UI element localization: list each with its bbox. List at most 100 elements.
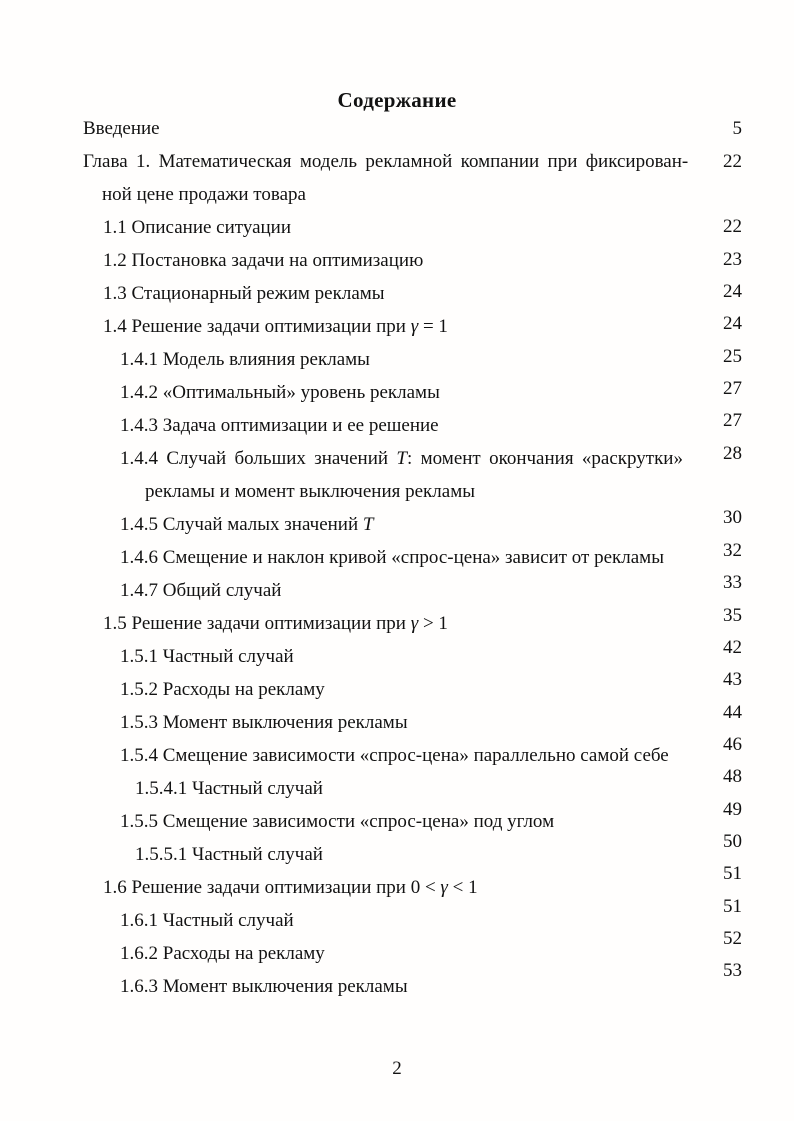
toc-page-number: 44: [723, 702, 742, 723]
toc-entry-text: 1.4.6 Смещение и наклон кривой «спрос-це…: [120, 547, 664, 568]
toc-page-number: 53: [723, 960, 742, 981]
toc-entry-text: 1.6 Решение задачи оптимизации при 0 < γ…: [103, 877, 478, 898]
toc-entry-text: Введение: [83, 118, 160, 139]
toc-entry-line: 1.6.1 Частный случай 51: [0, 896, 794, 937]
toc-entry: 1.5.3 Момент выключения рекламы 44: [0, 702, 794, 739]
toc-entry: 1.4.3 Задача оптимизации и ее решение 27: [0, 409, 794, 442]
toc-entry: 1.3 Стационарный режим рекламы 24: [0, 277, 794, 310]
toc-entry-line: 1.4.1 Модель влияния рекламы 25: [0, 343, 794, 376]
toc-entry: 1.1 Описание ситуации 22: [0, 211, 794, 244]
toc-entry-line: 1.4.6 Смещение и наклон кривой «спрос-це…: [0, 540, 794, 574]
toc-page-number: 25: [723, 346, 742, 367]
toc-entry: 1.5.5 Смещение зависимости «спрос-цена» …: [0, 799, 794, 838]
toc-entry-line: 1.5.5 Смещение зависимости «спрос-цена» …: [0, 799, 794, 838]
toc-page-number: 22: [723, 216, 742, 237]
toc-entry-text: 1.6.1 Частный случай: [120, 910, 294, 931]
toc-entry-text: 1.4.5 Случай малых значений T: [120, 514, 374, 535]
toc-entry-line: 1.6.2 Расходы на рекламу 52: [0, 928, 794, 970]
toc-page-number: 30: [723, 507, 742, 528]
toc-entry-line: 1.4 Решение задачи оптимизации при γ = 1…: [0, 310, 794, 343]
toc-entry: 1.6.2 Расходы на рекламу 52: [0, 928, 794, 970]
toc-entry-text: 1.5.5.1 Частный случай: [135, 844, 323, 865]
toc-entry-text: 1.5.3 Момент выключения рекламы: [120, 712, 408, 733]
toc-entry-line: 1.5.4 Смещение зависимости «спрос-цена» …: [0, 734, 794, 772]
toc-entry-line: Глава 1. Математическая модель рекламной…: [0, 145, 794, 178]
toc-page-number: 43: [723, 669, 742, 690]
toc-page-number: 35: [723, 605, 742, 626]
toc-entry-line: 1.6.3 Момент выключения рекламы 53: [0, 960, 794, 1003]
table-of-contents: Введение 5 Глава 1. Математическая модель …: [0, 112, 794, 1003]
toc-entry-line: 1.6 Решение задачи оптимизации при 0 < γ…: [0, 863, 794, 904]
toc-entry-text: 1.6.2 Расходы на рекламу: [120, 943, 325, 964]
toc-entry-text: ной цене продажи товара: [102, 184, 306, 205]
toc-page-number: 22: [723, 151, 742, 172]
toc-entry-text: 1.4.3 Задача оптимизации и ее решение: [120, 415, 439, 436]
toc-entry-line: 1.5.4.1 Частный случай 48: [0, 766, 794, 805]
toc-page-number: 50: [723, 831, 742, 852]
toc-entry-text: 1.5.4.1 Частный случай: [135, 778, 323, 799]
toc-entry: 1.4.2 «Оптимальный» уровень рекламы 27: [0, 376, 794, 409]
toc-entry: 1.5.4.1 Частный случай 48: [0, 766, 794, 805]
toc-page-number: 24: [723, 313, 742, 334]
toc-entry: 1.6.1 Частный случай 51: [0, 896, 794, 937]
toc-entry-line: ной цене продажи товара: [0, 178, 794, 211]
toc-entry-text: 1.5.1 Частный случай: [120, 646, 294, 667]
toc-entry-line: 1.3 Стационарный режим рекламы 24: [0, 277, 794, 310]
toc-entry-line: 1.4.3 Задача оптимизации и ее решение 27: [0, 409, 794, 442]
toc-page-number: 24: [723, 281, 742, 302]
toc-entry-text: 1.5.2 Расходы на рекламу: [120, 679, 325, 700]
toc-entry: 1.4.1 Модель влияния рекламы 25: [0, 343, 794, 376]
toc-entry: 1.4.4 Случай больших значений T: момент …: [0, 442, 794, 508]
toc-page-number: 33: [723, 572, 742, 593]
toc-entry-text: 1.5.5 Смещение зависимости «спрос-цена» …: [120, 811, 555, 832]
toc-entry-line: 1.5 Решение задачи оптимизации при γ > 1…: [0, 605, 794, 640]
toc-entry-line: 1.5.5.1 Частный случай 50: [0, 831, 794, 871]
page-title: Содержание: [337, 88, 457, 112]
toc-page-number: 49: [723, 799, 742, 820]
toc-entry: 1.5.5.1 Частный случай 50: [0, 831, 794, 871]
toc-entry-line: 1.1 Описание ситуации 22: [0, 211, 794, 244]
toc-page-number: 23: [723, 249, 742, 270]
toc-entry-line: рекламы и момент выключения рекламы: [0, 475, 794, 508]
toc-entry-line: 1.5.2 Расходы на рекламу 43: [0, 669, 794, 706]
toc-entry: 1.4 Решение задачи оптимизации при γ = 1…: [0, 310, 794, 343]
toc-entry-text: 1.4.4 Случай больших значений T: момент …: [120, 448, 683, 469]
toc-entry-line: Введение 5: [0, 112, 794, 145]
toc-entry-text: рекламы и момент выключения рекламы: [145, 481, 475, 502]
toc-page-number: 32: [723, 540, 742, 561]
toc-entry-line: 1.4.5 Случай малых значений T 30: [0, 507, 794, 541]
toc-page-number: 51: [723, 896, 742, 917]
toc-entry: Введение 5: [0, 112, 794, 145]
toc-page-number: 51: [723, 863, 742, 884]
toc-entry-line: 1.2 Постановка задачи на оптимизацию 23: [0, 244, 794, 277]
toc-entry-line: 1.4.7 Общий случай 33: [0, 572, 794, 607]
toc-entry-text: Глава 1. Математическая модель рекламной…: [83, 151, 689, 172]
toc-entry: 1.5.4 Смещение зависимости «спрос-цена» …: [0, 734, 794, 772]
toc-entry-text: 1.4.7 Общий случай: [120, 580, 282, 601]
toc-entry-text: 1.1 Описание ситуации: [103, 217, 292, 238]
toc-page-number: 52: [723, 928, 742, 949]
toc-entry: 1.5 Решение задачи оптимизации при γ > 1…: [0, 605, 794, 640]
toc-entry: 1.6.3 Момент выключения рекламы 53: [0, 960, 794, 1003]
toc-entry: 1.4.7 Общий случай 33: [0, 572, 794, 607]
toc-entry-text: 1.6.3 Момент выключения рекламы: [120, 976, 408, 997]
toc-entry-text: 1.4.1 Модель влияния рекламы: [120, 349, 370, 370]
toc-entry-text: 1.4.2 «Оптимальный» уровень рекламы: [120, 382, 440, 403]
toc-entry: 1.5.2 Расходы на рекламу 43: [0, 669, 794, 706]
toc-entry: 1.5.1 Частный случай 42: [0, 637, 794, 673]
toc-entry-text: 1.2 Постановка задачи на оптимизацию: [103, 250, 424, 271]
toc-entry: 1.4.6 Смещение и наклон кривой «спрос-це…: [0, 540, 794, 574]
toc-page-number: 28: [723, 443, 742, 464]
toc-entry: Глава 1. Математическая модель рекламной…: [0, 145, 794, 211]
toc-page-number: 27: [723, 410, 742, 431]
toc-entry-text: 1.3 Стационарный режим рекламы: [103, 283, 385, 304]
toc-entry-line: 1.4.2 «Оптимальный» уровень рекламы 27: [0, 376, 794, 409]
toc-page-number: 42: [723, 637, 742, 658]
toc-page-number: 46: [723, 734, 742, 755]
toc-page-number: 48: [723, 766, 742, 787]
toc-page-number: 27: [723, 378, 742, 399]
toc-entry-text: 1.5.4 Смещение зависимости «спрос-цена» …: [120, 745, 669, 766]
toc-entry: 1.6 Решение задачи оптимизации при 0 < γ…: [0, 863, 794, 904]
toc-entry: 1.2 Постановка задачи на оптимизацию 23: [0, 244, 794, 277]
